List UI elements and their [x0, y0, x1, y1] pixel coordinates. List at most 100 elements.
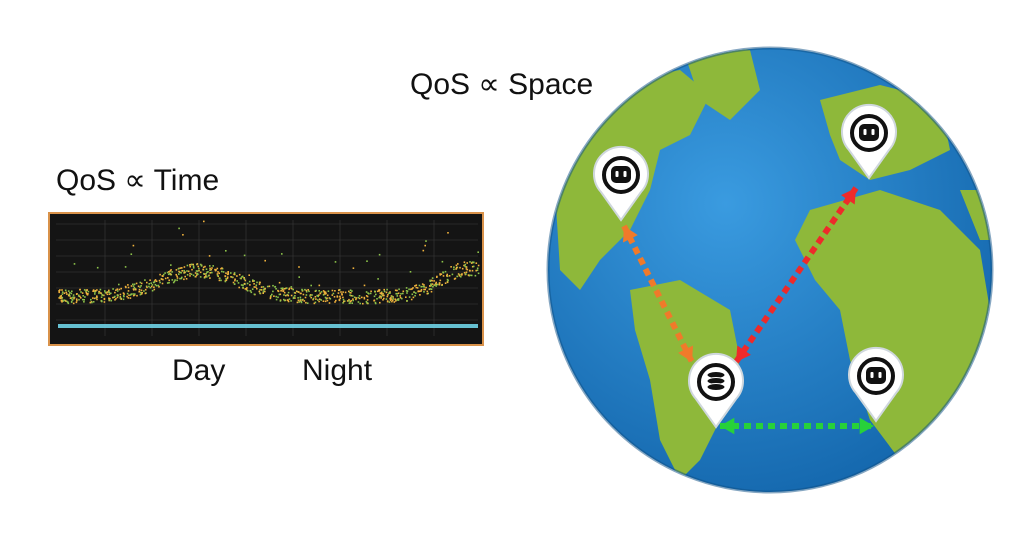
latency-point	[191, 268, 193, 271]
latency-point	[262, 286, 265, 288]
latency-point	[322, 294, 325, 296]
latency-point	[324, 296, 327, 299]
latency-point	[298, 301, 300, 303]
latency-point	[81, 292, 84, 294]
latency-point	[406, 292, 408, 294]
latency-point	[408, 296, 411, 298]
latency-point	[144, 288, 147, 291]
latency-point	[61, 301, 63, 303]
latency-point	[456, 275, 458, 278]
latency-point	[140, 293, 143, 295]
latency-point	[326, 294, 329, 297]
latency-point	[264, 259, 266, 262]
latency-point	[94, 289, 97, 292]
latency-point	[140, 282, 143, 285]
latency-point	[181, 270, 183, 272]
latency-point	[96, 295, 98, 297]
latency-point	[349, 294, 351, 296]
latency-point	[59, 297, 62, 300]
latency-point	[195, 275, 197, 278]
latency-point	[264, 290, 266, 293]
latency-point	[423, 291, 425, 293]
latency-point	[205, 268, 208, 270]
latency-point	[132, 283, 134, 286]
latency-point	[290, 287, 293, 290]
latency-point	[115, 289, 117, 291]
latency-point	[249, 284, 251, 286]
latency-point	[389, 292, 391, 294]
latency-point	[203, 276, 206, 278]
latency-point	[127, 290, 130, 292]
latency-point	[98, 290, 100, 293]
latency-point	[96, 296, 98, 298]
latency-point	[465, 273, 467, 275]
latency-point	[292, 296, 295, 299]
latency-point	[382, 292, 384, 295]
latency-point	[297, 291, 299, 293]
latency-point	[190, 263, 193, 266]
latency-point	[114, 299, 116, 301]
latency-point	[303, 300, 306, 302]
latency-point	[148, 283, 150, 285]
europe-to-server-link-arrow-end	[736, 345, 751, 362]
latency-point	[166, 271, 169, 274]
latency-point	[435, 285, 437, 287]
latency-point	[153, 286, 155, 288]
latency-point	[255, 284, 258, 286]
latency-point	[92, 289, 95, 291]
latency-point	[350, 294, 352, 297]
latency-point	[124, 285, 127, 288]
latency-point	[260, 286, 263, 288]
latency-point	[183, 266, 186, 268]
latency-point	[178, 270, 180, 273]
latency-point	[69, 291, 71, 294]
latency-point	[224, 275, 226, 277]
latency-point	[244, 279, 247, 282]
latency-point	[146, 286, 148, 289]
latency-point	[214, 269, 217, 272]
latency-point	[280, 287, 283, 290]
latency-point	[181, 276, 183, 279]
latency-point	[433, 280, 435, 282]
latency-point	[294, 297, 296, 299]
latency-point	[473, 261, 475, 264]
robot-head-icon	[611, 166, 631, 183]
latency-point	[426, 292, 429, 295]
latency-point	[399, 296, 402, 299]
latency-point	[424, 288, 426, 291]
latency-point	[319, 292, 322, 295]
latency-point	[324, 300, 327, 303]
latency-point	[103, 294, 105, 297]
latency-point	[453, 266, 455, 268]
latency-point	[435, 281, 437, 284]
robot-eye	[870, 372, 874, 378]
latency-point	[209, 269, 211, 271]
latency-point	[262, 291, 265, 293]
latency-point	[218, 272, 220, 275]
latency-point	[324, 291, 327, 294]
latency-point	[430, 290, 433, 293]
latency-point	[287, 291, 290, 294]
chart-background	[48, 212, 484, 346]
latency-point	[178, 227, 180, 230]
latency-point	[430, 288, 433, 290]
latency-point	[389, 291, 391, 293]
latency-point	[197, 265, 199, 268]
latency-point	[87, 290, 90, 293]
latency-point	[96, 298, 98, 301]
latency-point	[444, 270, 447, 273]
latency-point	[238, 286, 240, 289]
latency-point	[458, 273, 461, 276]
latency-point	[139, 291, 142, 294]
latency-point	[182, 234, 184, 236]
latency-point	[130, 285, 133, 287]
latency-point	[100, 296, 103, 298]
latency-point	[464, 265, 466, 268]
latency-point	[386, 300, 389, 303]
latency-point	[69, 295, 71, 297]
latency-timeseries-panel	[48, 212, 484, 346]
latency-point	[141, 292, 143, 294]
latency-point	[422, 285, 424, 288]
latency-point	[129, 294, 132, 296]
latency-point	[64, 289, 67, 292]
